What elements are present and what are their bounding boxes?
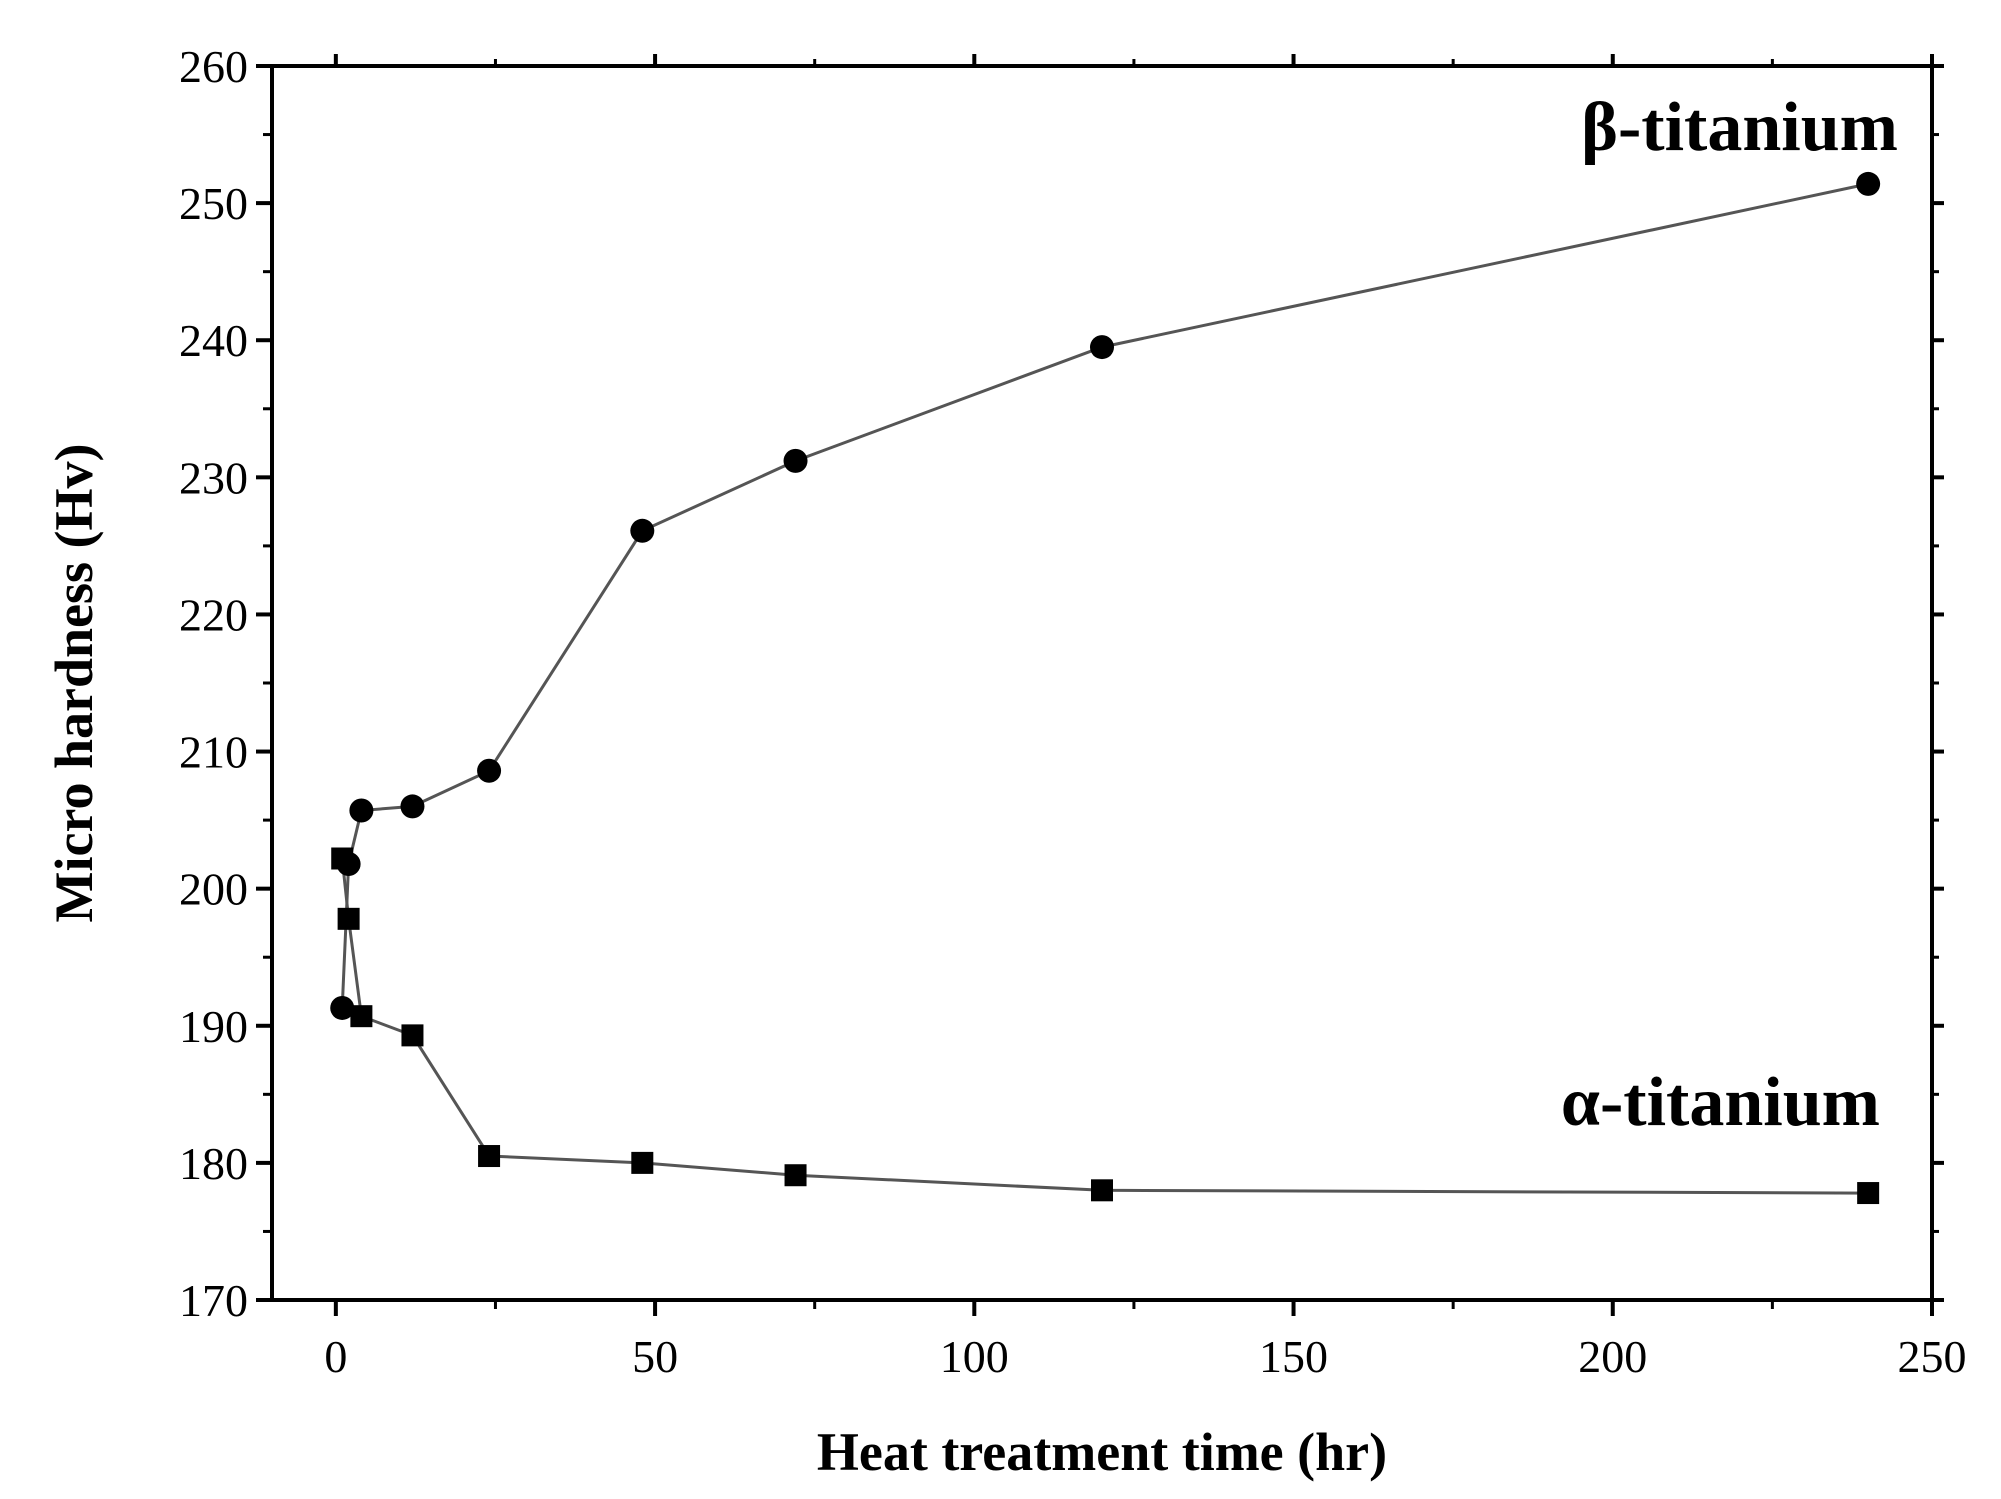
x-tick-label-100: 100 bbox=[940, 1331, 1009, 1382]
data-point-beta-7 bbox=[1090, 335, 1114, 360]
x-tick-label-150: 150 bbox=[1259, 1331, 1328, 1382]
data-point-alpha-8 bbox=[1857, 1182, 1880, 1205]
y-tick-label-220: 220 bbox=[179, 589, 248, 640]
y-tick-label-240: 240 bbox=[179, 315, 248, 366]
y-tick-label-200: 200 bbox=[179, 864, 248, 915]
y-axis-title: Micro hardness (Hv) bbox=[44, 444, 104, 923]
x-tick-label-200: 200 bbox=[1578, 1331, 1647, 1382]
axis-ticks bbox=[256, 54, 1944, 1316]
y-tick-label-210: 210 bbox=[179, 727, 248, 778]
series-markers bbox=[330, 171, 1881, 1205]
data-point-alpha-1 bbox=[337, 907, 360, 930]
annotation-beta-titanium: β-titanium bbox=[1581, 89, 1898, 166]
data-point-beta-2 bbox=[349, 798, 374, 823]
annotation-alpha-titanium: α-titanium bbox=[1561, 1064, 1880, 1141]
data-point-alpha-2 bbox=[350, 1005, 373, 1028]
data-point-alpha-5 bbox=[631, 1151, 654, 1174]
data-point-beta-8 bbox=[1856, 171, 1881, 196]
data-point-beta-6 bbox=[783, 448, 808, 473]
data-point-beta-4 bbox=[477, 758, 502, 783]
y-tick-label-250: 250 bbox=[179, 178, 248, 229]
series-lines bbox=[340, 182, 1869, 1195]
series-line-beta bbox=[340, 182, 1869, 1009]
data-point-beta-5 bbox=[630, 518, 655, 543]
y-tick-label-230: 230 bbox=[179, 452, 248, 503]
data-point-alpha-3 bbox=[401, 1024, 424, 1047]
x-tick-label-250: 250 bbox=[1898, 1331, 1967, 1382]
x-tick-label-0: 0 bbox=[324, 1331, 347, 1382]
y-tick-label-180: 180 bbox=[179, 1138, 248, 1189]
x-tick-label-50: 50 bbox=[632, 1331, 678, 1382]
data-point-alpha-6 bbox=[784, 1164, 807, 1187]
data-point-alpha-7 bbox=[1091, 1179, 1113, 1202]
y-tick-label-260: 260 bbox=[179, 41, 248, 92]
y-tick-label-190: 190 bbox=[179, 1001, 248, 1052]
y-tick-label-170: 170 bbox=[179, 1275, 248, 1326]
data-point-beta-0 bbox=[330, 995, 355, 1020]
data-point-alpha-0 bbox=[331, 847, 354, 870]
x-axis-title: Heat treatment time (hr) bbox=[817, 1422, 1387, 1482]
axis-tick-labels: 0 50 100 150 200 250 170 180 190 200 210 220 230 240 2… bbox=[179, 41, 1967, 1382]
data-point-alpha-4 bbox=[478, 1145, 501, 1168]
data-point-beta-3 bbox=[400, 794, 425, 819]
series-line-alpha bbox=[340, 858, 1869, 1195]
